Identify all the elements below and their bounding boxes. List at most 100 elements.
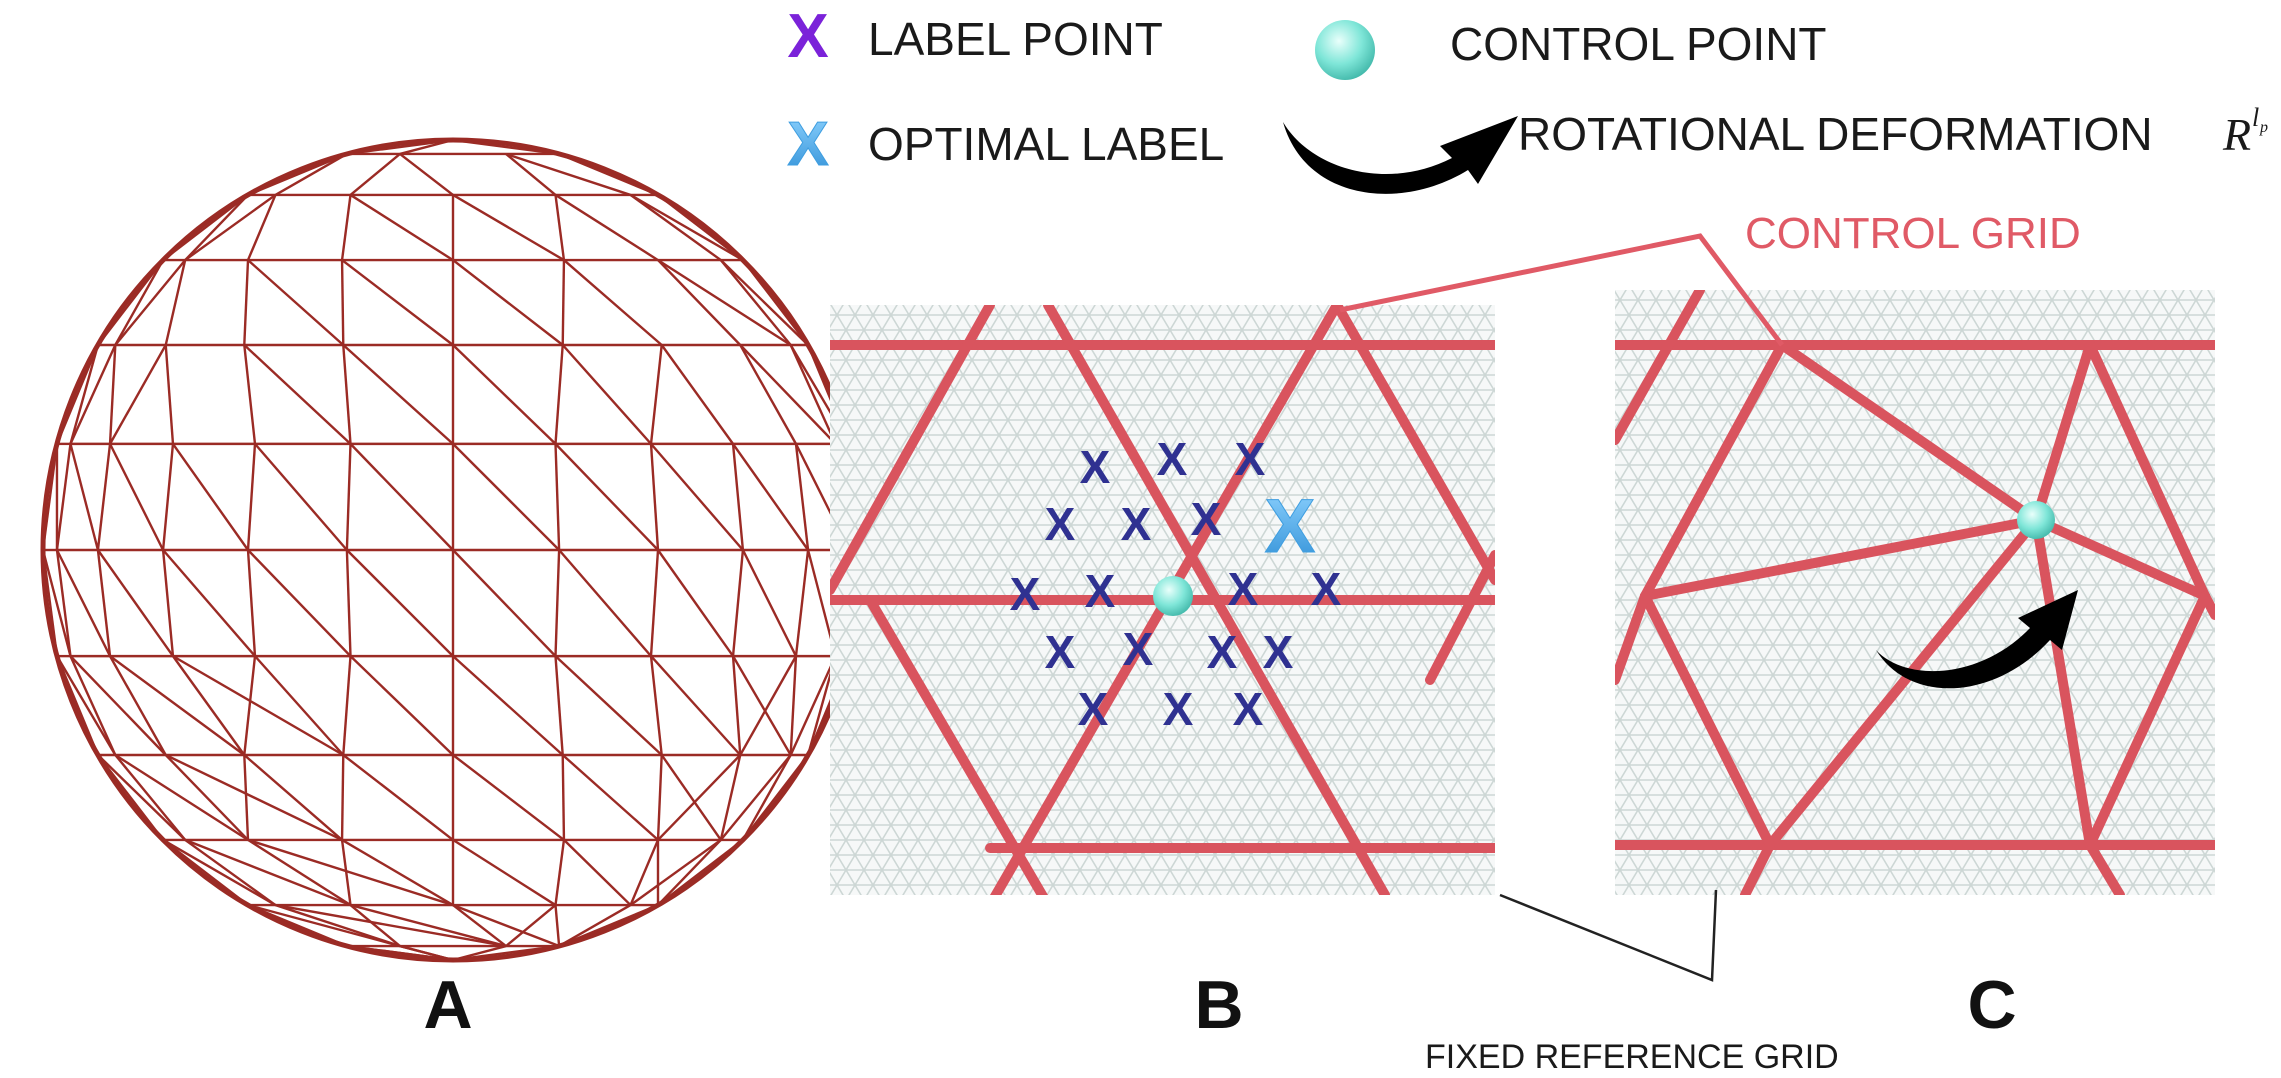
panel-a-sphere xyxy=(40,137,866,963)
sphere-mesh-edge xyxy=(649,655,663,756)
sphere-mesh-edge xyxy=(55,549,72,657)
sphere-mesh-edge xyxy=(561,754,566,840)
label-point-marker-b: X xyxy=(1311,563,1342,615)
sphere-mesh-edge xyxy=(161,549,175,657)
sphere-mesh-edge xyxy=(69,655,167,756)
control-point-c xyxy=(2017,501,2055,539)
sphere-mesh-edge xyxy=(162,193,249,262)
sphere-mesh-edge xyxy=(505,904,557,947)
rotation-symbol: R l p xyxy=(2222,103,2268,160)
sphere-mesh-edge xyxy=(162,549,256,657)
symbol-subscript: p xyxy=(2259,119,2268,136)
panel-b-control-grid xyxy=(830,305,1495,895)
sphere-mesh-edge xyxy=(184,838,351,907)
sphere-mesh-edge xyxy=(340,754,345,840)
sphere-mesh-edge xyxy=(108,344,167,445)
sphere-mesh-edge xyxy=(341,259,454,346)
symbol-base: R xyxy=(2222,109,2251,160)
sphere-mesh-edge xyxy=(741,549,798,657)
sphere-mesh-edge xyxy=(350,903,507,948)
sphere-mesh-edge xyxy=(275,903,401,948)
sphere-mesh-edge xyxy=(629,838,722,907)
control-grid-label: CONTROL GRID xyxy=(1745,209,2081,258)
sphere-mesh-edge xyxy=(719,754,792,841)
sphere-mesh-edge xyxy=(452,259,564,346)
sphere-mesh-edge xyxy=(55,443,72,551)
sphere-mesh-edge xyxy=(554,655,663,756)
sphere-mesh-edge xyxy=(342,344,454,445)
sphere-mesh-edge xyxy=(243,260,250,346)
label-point-marker-b: X xyxy=(1078,683,1109,735)
sphere-mesh-edge xyxy=(109,655,246,756)
label-point-marker-b: X xyxy=(1228,563,1259,615)
sphere-mesh-edge xyxy=(558,903,659,948)
sphere-mesh-edge xyxy=(739,344,798,445)
control-grid-line xyxy=(1640,515,2041,601)
sphere-mesh-edge xyxy=(731,443,745,551)
sphere-mesh-edge xyxy=(55,655,117,756)
sphere-mesh-edge xyxy=(794,443,810,551)
sphere-mesh-edge xyxy=(561,260,566,346)
sphere-mesh-edge xyxy=(657,839,722,906)
control-grid-line xyxy=(1640,591,1775,850)
control-grid-line xyxy=(2031,515,2210,601)
sphere-mesh-edge xyxy=(452,443,560,551)
sphere-mesh-edge xyxy=(657,838,744,907)
sphere-mesh-edge xyxy=(789,344,837,445)
panel-b: X X XX X XX X X XX X X XX X X X xyxy=(830,305,1495,895)
label-point-marker: X xyxy=(787,2,828,71)
sphere-mesh-edge xyxy=(554,656,564,756)
label-point-marker-b: X xyxy=(1080,441,1111,493)
sphere-mesh-edge xyxy=(739,344,837,445)
sphere-mesh-edge xyxy=(657,259,792,347)
sphere-mesh-edge xyxy=(162,838,249,907)
sphere-mesh-edge xyxy=(452,903,560,948)
control-grid-line xyxy=(1615,290,1705,445)
control-grid-line xyxy=(1332,305,1495,585)
sphere-mesh-edge xyxy=(452,193,565,262)
sphere-mesh-edge xyxy=(554,443,659,551)
sphere-mesh-edge xyxy=(554,194,566,261)
control-grid-line xyxy=(2200,591,2215,620)
label-point-legend-text: LABEL POINT xyxy=(868,13,1163,65)
control-point-legend-text: CONTROL POINT xyxy=(1450,18,1827,70)
sphere-mesh-edge xyxy=(247,838,454,907)
sphere-mesh-edge xyxy=(246,443,257,551)
sphere-mesh-edge xyxy=(452,944,560,962)
control-grid-line xyxy=(1777,340,2041,525)
control-grid-line xyxy=(2085,340,2210,601)
sphere-mesh-edge xyxy=(650,655,742,756)
sphere-mesh-edge xyxy=(108,344,117,444)
sphere-mesh-edge xyxy=(96,754,165,841)
sphere-mesh-edge xyxy=(114,259,187,346)
sphere-mesh-edge xyxy=(558,549,652,657)
sphere-mesh-edge xyxy=(349,655,454,756)
rotation-arrow-c-icon xyxy=(1876,590,2078,689)
sphere-mesh-edge xyxy=(554,443,561,551)
fixed-reference-grid-label: FIXED REFERENCE GRID xyxy=(1425,1038,1839,1076)
sphere-mesh-edge xyxy=(731,656,742,756)
fixed-reference-grid-callout-line xyxy=(1499,889,1718,982)
sphere-mesh-edge xyxy=(243,754,250,840)
panel-c xyxy=(1615,290,2215,895)
sphere-mesh-edge xyxy=(563,839,632,906)
control-grid-line xyxy=(830,305,995,595)
sphere-mesh-edge xyxy=(247,549,352,657)
sphere-mesh-edge xyxy=(656,754,663,840)
control-grid-line xyxy=(2085,591,2210,850)
optimal-label-legend-text: OPTIMAL LABEL xyxy=(868,118,1224,170)
sphere-mesh-edge xyxy=(731,549,745,657)
sphere-mesh-edge xyxy=(275,903,507,948)
sphere-mesh-edge xyxy=(452,138,560,156)
label-point-marker-b: X xyxy=(1121,498,1152,550)
sphere-mesh-edge xyxy=(554,549,561,657)
sphere-mesh-edge xyxy=(452,549,557,657)
sphere-mesh-edge xyxy=(96,549,112,657)
sphere-mesh-edge xyxy=(719,259,792,346)
sphere-mesh-edge xyxy=(558,152,659,197)
panel-a-label: A xyxy=(423,967,472,1043)
label-point-marker-b: X xyxy=(1085,565,1116,617)
sphere-mesh-edge xyxy=(247,152,348,197)
sphere-mesh-edge xyxy=(563,259,663,346)
